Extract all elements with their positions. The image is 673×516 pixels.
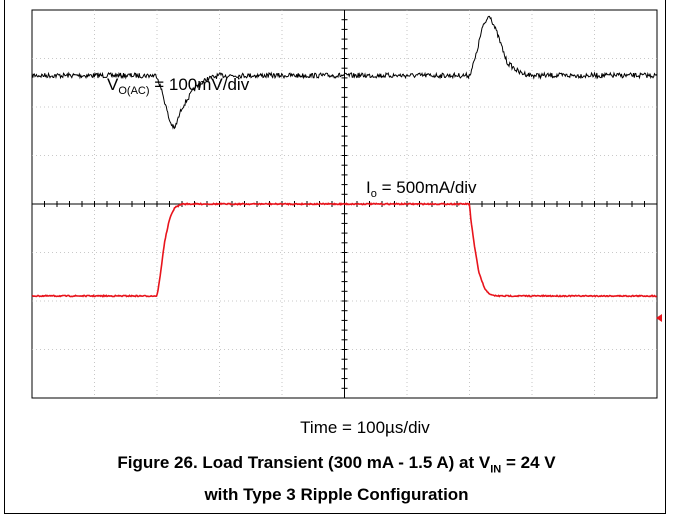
plot-traces — [31, 15, 658, 298]
caption-line1-sub: IN — [490, 463, 502, 476]
oscilloscope-plot: VO(AC) = 100mV/div Io = 500mA/div — [31, 9, 662, 399]
caption-line-1: Figure 26. Load Transient (300 mA - 1.5 … — [0, 450, 673, 482]
vo-label-main: V — [107, 75, 119, 94]
caption-line-2: with Type 3 Ripple Configuration — [204, 485, 469, 505]
channel-labels: VO(AC) = 100mV/div Io = 500mA/div — [107, 75, 477, 200]
caption-line1-pre: Figure 26. Load Transient (300 mA - 1.5 … — [117, 453, 491, 472]
figure-frame — [4, 0, 666, 514]
series-vo-ac-line — [31, 15, 658, 130]
vo-scale-label: VO(AC) = 100mV/div — [107, 75, 250, 97]
io-label-main: I — [366, 178, 371, 197]
figure-caption: Figure 26. Load Transient (300 mA - 1.5 … — [0, 450, 673, 508]
io-label-sub: o — [371, 188, 377, 200]
vo-label-sub: O(AC) — [118, 85, 149, 97]
vo-label-rest: = 100mV/div — [150, 75, 250, 94]
io-ground-marker-icon — [656, 314, 662, 322]
series-io-line — [31, 202, 657, 298]
io-scale-label: Io = 500mA/div — [366, 178, 477, 200]
io-label-rest: = 500mA/div — [377, 178, 477, 197]
x-axis-label: Time = 100µs/div — [300, 418, 430, 437]
caption-line1-post: = 24 V — [501, 453, 556, 472]
